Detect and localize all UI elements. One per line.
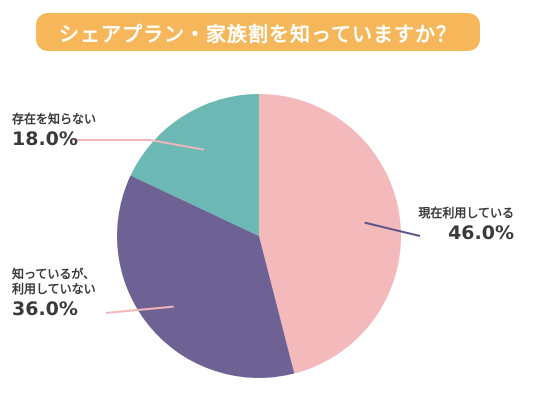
chart-title: シェアプラン・家族割を知っていますか？ — [36, 13, 480, 51]
label-know-not-using: 知っているが、 利用していない 36.0% — [12, 267, 96, 320]
leader-line-know-not-using — [105, 305, 174, 314]
label-using: 現在利用している 46.0% — [418, 206, 514, 244]
pie-slice-know-not-using — [116, 175, 295, 378]
pie-slice-unaware — [130, 94, 259, 236]
leader-line-using — [364, 221, 421, 237]
slice-label-know-not-using: 知っているが、 利用していない — [12, 267, 96, 296]
label-unaware: 存在を知らない 18.0% — [12, 112, 96, 150]
leader-line-unaware — [74, 139, 205, 151]
pie-slice-using — [259, 94, 401, 374]
slice-value-know-not-using: 36.0% — [12, 298, 78, 320]
slice-label-using: 現在利用している — [418, 206, 514, 220]
slice-value-using: 46.0% — [448, 222, 514, 244]
slice-label-unaware: 存在を知らない — [12, 112, 97, 126]
slice-value-unaware: 18.0% — [12, 128, 78, 150]
